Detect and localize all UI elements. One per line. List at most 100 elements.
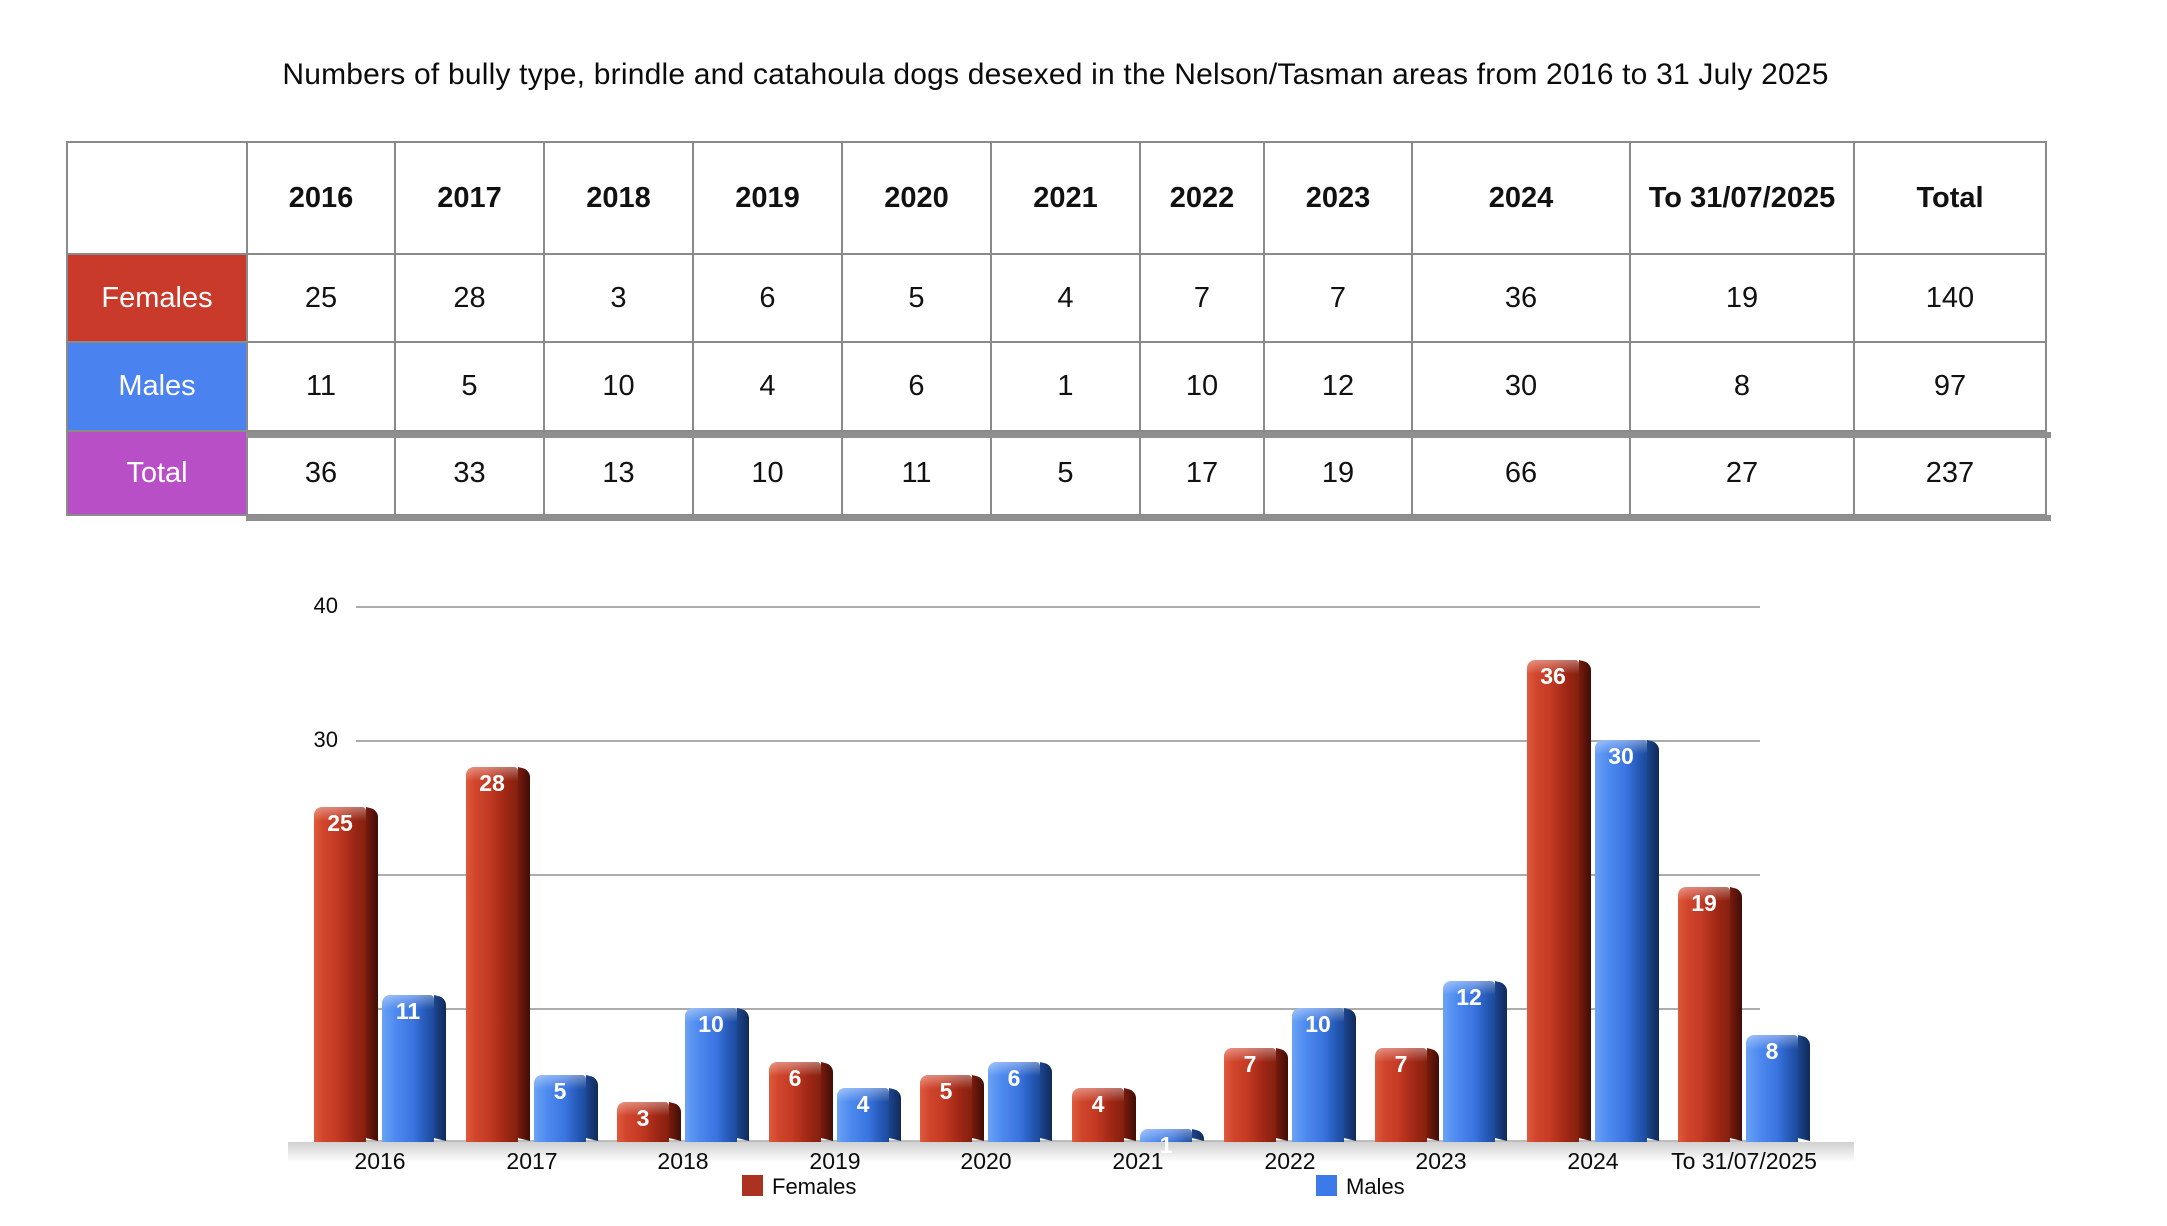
bar-side <box>434 995 446 1141</box>
bar-females-2022: 7 <box>1224 1048 1288 1142</box>
row-label-total: Total <box>66 430 248 516</box>
bar-front <box>920 1075 972 1142</box>
bar-value-label: 10 <box>698 1011 724 1037</box>
chart-floor-shadow <box>288 1142 1854 1166</box>
bar-value-label: 30 <box>1608 743 1634 769</box>
table-header-cell: To 31/07/2025 <box>1629 141 1855 255</box>
bar-front <box>382 995 434 1142</box>
x-tick-label: 2017 <box>506 1148 558 1174</box>
table-cell: 237 <box>1853 430 2047 516</box>
bar-side <box>889 1088 901 1141</box>
bar-side <box>518 767 530 1141</box>
table-header-cell: 2017 <box>394 141 545 255</box>
table-cell: 4 <box>692 341 843 432</box>
bar-value-label: 5 <box>553 1078 567 1104</box>
legend-swatch-females <box>742 1175 763 1196</box>
table-row-females: Females 25 28 3 6 5 4 7 7 36 19 140 <box>66 253 2047 343</box>
y-tick-label: 40 <box>313 593 338 618</box>
table-cell: 19 <box>1629 253 1855 343</box>
x-tick-label: To 31/07/2025 <box>1671 1148 1817 1174</box>
bar-males-2018: 10 <box>685 1008 749 1142</box>
bar-value-label: 1 <box>1159 1132 1173 1158</box>
gridline-40 <box>356 606 1760 608</box>
table-header-cell: 2018 <box>543 141 694 255</box>
y-tick-label: 30 <box>313 727 338 752</box>
bar-females-2023: 7 <box>1375 1048 1439 1142</box>
bar-males-2019: 4 <box>837 1088 901 1142</box>
bar-front <box>685 1008 737 1142</box>
table-cell: 5 <box>841 253 992 343</box>
table-cell: 97 <box>1853 341 2047 432</box>
bar-front <box>769 1062 821 1142</box>
bar-side <box>1647 740 1659 1141</box>
bar-front <box>837 1088 889 1142</box>
table-cell: 33 <box>394 430 545 516</box>
gridline-30 <box>356 740 1760 742</box>
x-tick-label: 2023 <box>1415 1148 1467 1174</box>
bar-side <box>1495 981 1507 1141</box>
table-header-cell: 2016 <box>246 141 396 255</box>
x-tick-label: 2021 <box>1112 1148 1164 1174</box>
table-cell: 27 <box>1629 430 1855 516</box>
bar-front <box>1595 740 1647 1142</box>
bar-value-label: 7 <box>1243 1051 1257 1077</box>
bar-side <box>972 1075 984 1141</box>
bar-front <box>466 767 518 1142</box>
bar-value-label: 8 <box>1765 1038 1779 1064</box>
bar-value-label: 5 <box>939 1078 953 1104</box>
bar-males-2024: 30 <box>1595 740 1659 1142</box>
bar-females-2020: 5 <box>920 1075 984 1142</box>
page-title: Numbers of bully type, brindle and catah… <box>282 58 1829 91</box>
table-header-cell: Total <box>1853 141 2047 255</box>
bar-side <box>737 1008 749 1141</box>
table-cell: 3 <box>543 253 694 343</box>
table-header-cell: 2021 <box>990 141 1141 255</box>
table-row-total: Total 36 33 13 10 11 5 17 19 66 27 237 <box>66 430 2047 516</box>
table-cell: 10 <box>543 341 694 432</box>
table-row-males: Males 11 5 10 4 6 1 10 12 30 8 97 <box>66 341 2047 432</box>
data-table: 2016 2017 2018 2019 2020 2021 2022 2023 … <box>66 141 2047 516</box>
bar-side <box>366 807 378 1141</box>
table-header-cell: 2019 <box>692 141 843 255</box>
table-header-row: 2016 2017 2018 2019 2020 2021 2022 2023 … <box>66 141 2047 255</box>
table-bottom-shadow <box>246 515 2051 521</box>
bar-males-2020: 6 <box>988 1062 1052 1142</box>
x-tick-label: 2018 <box>657 1148 709 1174</box>
bar-front <box>534 1075 586 1142</box>
table-cell: 36 <box>1411 253 1631 343</box>
bar-females-2021: 4 <box>1072 1088 1136 1142</box>
bar-front <box>1527 660 1579 1142</box>
table-section-shadow <box>246 432 2051 438</box>
bar-value-label: 10 <box>1305 1011 1331 1037</box>
table-cell: 30 <box>1411 341 1631 432</box>
table-cell: 6 <box>841 341 992 432</box>
bar-front <box>1678 887 1730 1142</box>
table-cell: 11 <box>841 430 992 516</box>
bar-front <box>1746 1035 1798 1142</box>
bar-side <box>1040 1062 1052 1141</box>
bar-front <box>1072 1088 1124 1142</box>
x-tick-label: 2019 <box>809 1148 861 1174</box>
table-cell: 6 <box>692 253 843 343</box>
bar-females-2016: 25 <box>314 807 378 1142</box>
bar-side <box>1344 1008 1356 1141</box>
bar-males-2025: 8 <box>1746 1035 1810 1142</box>
bar-front <box>314 807 366 1142</box>
table-cell: 13 <box>543 430 694 516</box>
bar-males-2016: 11 <box>382 995 446 1142</box>
bar-side <box>1730 887 1742 1141</box>
x-axis-line <box>350 1140 1766 1142</box>
table-cell: 5 <box>990 430 1141 516</box>
bar-value-label: 11 <box>395 998 421 1024</box>
table-cell: 28 <box>394 253 545 343</box>
bar-side <box>586 1075 598 1141</box>
table-cell: 4 <box>990 253 1141 343</box>
table-header-cell: 2022 <box>1139 141 1265 255</box>
bar-value-label: 7 <box>1394 1051 1408 1077</box>
table-cell: 8 <box>1629 341 1855 432</box>
bar-side <box>821 1062 833 1141</box>
bar-side <box>1192 1129 1204 1141</box>
table-cell: 7 <box>1263 253 1413 343</box>
table-header-cell: 2020 <box>841 141 992 255</box>
